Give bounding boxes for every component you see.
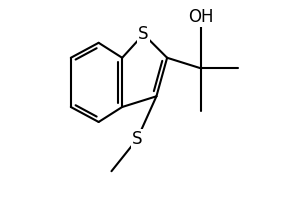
- Text: S: S: [138, 25, 149, 43]
- Text: S: S: [132, 130, 142, 148]
- Text: OH: OH: [189, 8, 214, 26]
